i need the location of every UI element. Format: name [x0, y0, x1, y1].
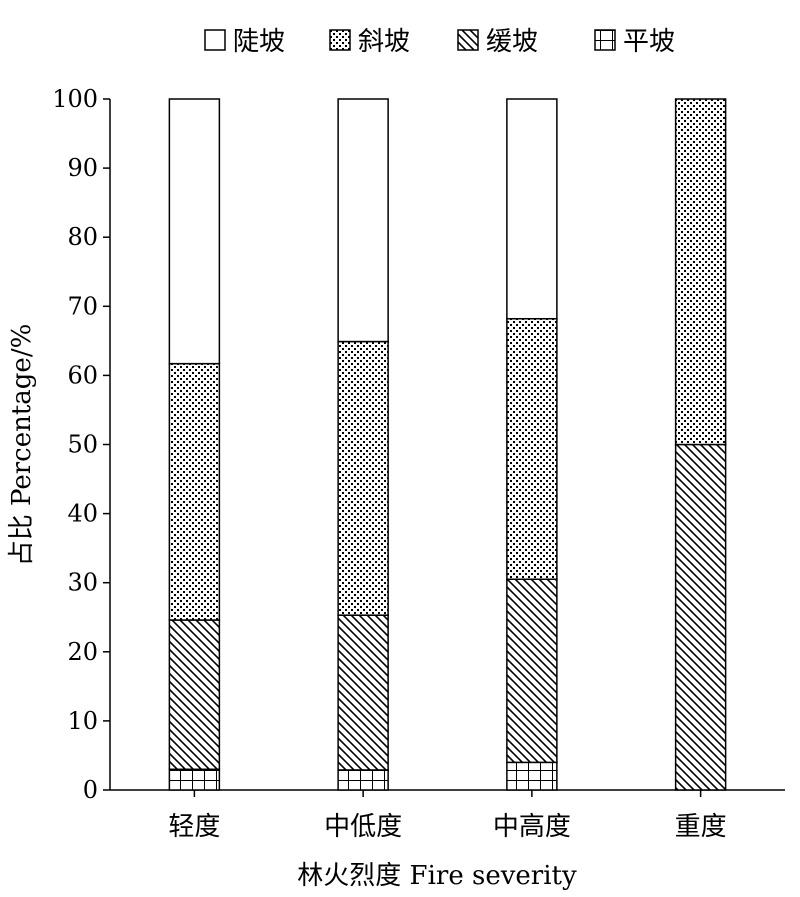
bar-segment [506, 578, 558, 764]
y-tick-label: 60 [67, 361, 98, 389]
legend: 陡坡 斜坡 缓坡 平坡 [204, 27, 675, 57]
y-tick-label: 40 [67, 500, 98, 528]
legend-label: 陡坡 [233, 27, 285, 57]
y-tick-label: 50 [67, 431, 98, 459]
y-tick-label: 80 [67, 223, 98, 251]
bar-segment [168, 98, 221, 365]
legend-swatch [329, 29, 351, 51]
y-tick-label: 90 [67, 154, 98, 182]
y-tick-label: 10 [67, 707, 98, 735]
legend-label: 斜坡 [358, 27, 410, 57]
bar-segment [337, 614, 389, 771]
y-tick-label: 100 [52, 85, 98, 113]
y-axis-title: 占比 Percentage/% [7, 324, 37, 567]
legend-label: 缓坡 [486, 27, 538, 57]
bar-segment [168, 362, 221, 621]
axes: 0 10 20 30 40 50 60 70 80 90 100 轻度 中低度 中高度 重度 [52, 85, 785, 842]
y-tick-label: 20 [67, 638, 98, 666]
bar-segment [337, 98, 389, 343]
bar-segment [337, 769, 389, 791]
bar-segment [506, 761, 558, 791]
x-axis-title: 林火烈度 Fire severity [297, 861, 577, 891]
y-tick-label: 70 [67, 292, 98, 320]
bar-segment [674, 98, 727, 446]
x-tick-label: 中低度 [324, 812, 402, 842]
bar-segment [674, 443, 727, 791]
bar-segment [506, 317, 558, 580]
bar-segment [168, 768, 221, 791]
bar-segment [337, 340, 389, 616]
x-tick-label: 轻度 [168, 812, 220, 842]
legend-swatch [594, 29, 616, 51]
y-tick-label: 0 [83, 776, 98, 804]
bar-segment [168, 619, 221, 771]
legend-swatch [204, 29, 226, 51]
bar-segment [506, 98, 558, 320]
x-tick-label: 重度 [675, 812, 727, 842]
legend-swatch [457, 29, 479, 51]
y-tick-label: 30 [67, 569, 98, 597]
bars [168, 98, 727, 791]
x-tick-label: 中高度 [493, 812, 571, 842]
legend-label: 平坡 [623, 27, 675, 57]
